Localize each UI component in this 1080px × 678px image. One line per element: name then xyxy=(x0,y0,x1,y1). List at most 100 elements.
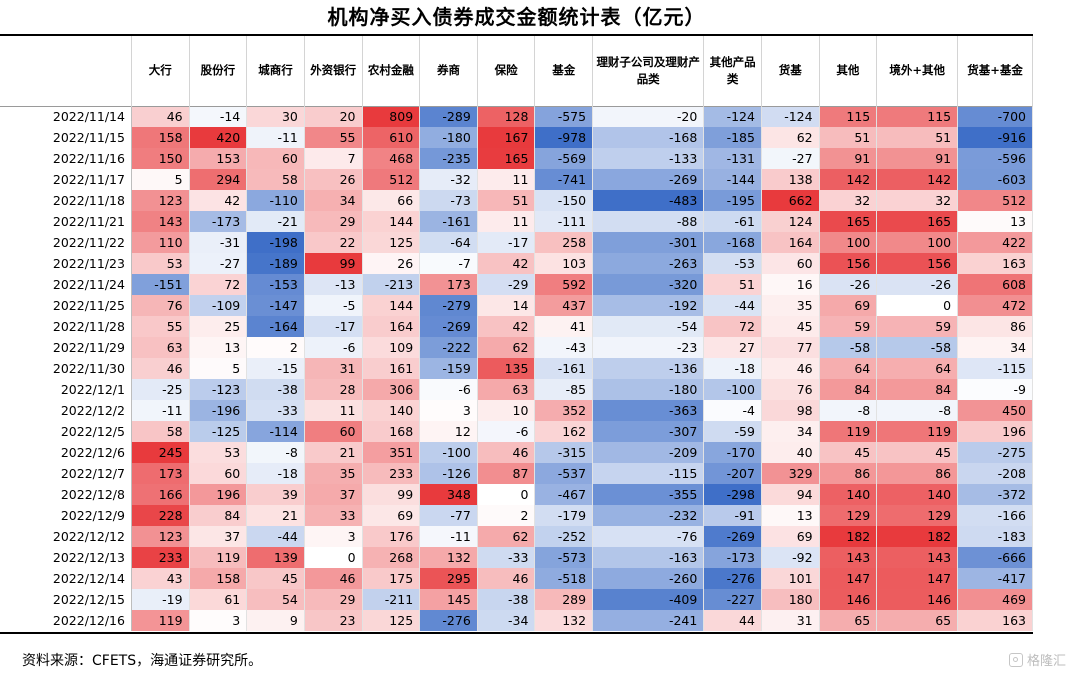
heat-cell: 175 xyxy=(362,568,421,589)
heat-cell: -164 xyxy=(246,316,305,337)
heat-cell: -32 xyxy=(419,169,478,190)
heat-cell: 422 xyxy=(957,232,1033,253)
heat-cell: 163 xyxy=(957,610,1033,631)
heat-cell: 608 xyxy=(957,274,1033,295)
heat-cell: 168 xyxy=(362,421,421,442)
row-date: 2022/11/17 xyxy=(0,169,132,190)
heat-cell: 66 xyxy=(362,190,421,211)
heat-cell: -209 xyxy=(592,442,705,463)
heat-cell: 164 xyxy=(362,316,421,337)
row-date: 2022/12/9 xyxy=(0,505,132,526)
watermark-text: 格隆汇 xyxy=(1026,654,1066,669)
heat-cell: 46 xyxy=(477,442,536,463)
row-date: 2022/11/14 xyxy=(0,105,132,127)
heat-cell: 166 xyxy=(131,484,190,505)
heat-cell: 228 xyxy=(131,505,190,526)
heat-cell: -33 xyxy=(246,400,305,421)
heat-cell: -666 xyxy=(957,547,1033,568)
heat-cell: 144 xyxy=(362,211,421,232)
heat-cell: -269 xyxy=(419,316,478,337)
heat-cell: 99 xyxy=(304,253,363,274)
heat-cell: -700 xyxy=(957,105,1033,127)
heat-cell: -372 xyxy=(957,484,1033,505)
heat-cell: -4 xyxy=(703,400,762,421)
heat-cell: 162 xyxy=(534,421,594,442)
heat-cell: -8 xyxy=(246,442,305,463)
heat-cell: 140 xyxy=(876,484,959,505)
heat-cell: 140 xyxy=(362,400,421,421)
heat-cell: 143 xyxy=(131,211,190,232)
heat-cell: -26 xyxy=(819,274,878,295)
heat-cell: -159 xyxy=(419,358,478,379)
heat-cell: 348 xyxy=(419,484,478,505)
heat-cell: 146 xyxy=(819,589,878,610)
heat-cell: -417 xyxy=(957,568,1033,589)
heat-cell: -54 xyxy=(592,316,705,337)
heat-cell: 142 xyxy=(819,169,878,190)
heat-cell: -163 xyxy=(592,547,705,568)
heat-cell: 46 xyxy=(304,568,363,589)
heat-cell: -73 xyxy=(419,190,478,211)
heat-cell: 31 xyxy=(304,358,363,379)
heat-cell: 0 xyxy=(304,547,363,568)
heat-cell: 44 xyxy=(703,610,762,631)
heat-cell: 63 xyxy=(477,379,536,400)
heat-cell: 110 xyxy=(131,232,190,253)
heat-cell: 58 xyxy=(246,169,305,190)
heat-cell: -189 xyxy=(246,253,305,274)
table-row: 2022/12/2 -11 -196 -33 11 140 3 10 352 -363 -4 98 -8… xyxy=(0,400,1033,421)
column-header: 股份行 xyxy=(189,36,248,106)
heat-cell: 69 xyxy=(362,505,421,526)
heat-cell: -114 xyxy=(246,421,305,442)
heat-cell: 125 xyxy=(362,232,421,253)
heat-cell: 21 xyxy=(304,442,363,463)
heat-cell: 173 xyxy=(419,274,478,295)
heat-cell: 87 xyxy=(477,463,536,484)
heat-cell: 26 xyxy=(304,169,363,190)
table-row: 2022/11/21 143 -173 -21 29 144 -161 11 -111 -88 -6… xyxy=(0,211,1033,232)
heat-cell: 62 xyxy=(477,337,536,358)
heat-cell: 9 xyxy=(246,610,305,631)
heat-cell: -276 xyxy=(703,568,762,589)
heat-cell: 5 xyxy=(131,169,190,190)
heat-cell: 11 xyxy=(477,169,536,190)
heat-cell: 11 xyxy=(304,400,363,421)
heat-cell: 45 xyxy=(876,442,959,463)
table-row: 2022/12/1 -25 -123 -38 28 306 -6 63 -85 -180 -100 7… xyxy=(0,379,1033,400)
table-row: 2022/12/13 233 119 139 0 268 132 -33 -573 -163 -17… xyxy=(0,547,1033,568)
heat-cell: 22 xyxy=(304,232,363,253)
heat-cell: 25 xyxy=(189,316,248,337)
table-row: 2022/11/25 76 -109 -147 -5 144 -279 14 437 -192 -4… xyxy=(0,295,1033,316)
heat-cell: -518 xyxy=(534,568,594,589)
heat-cell: 86 xyxy=(876,463,959,484)
heat-cell: 119 xyxy=(876,421,959,442)
heat-cell: 173 xyxy=(131,463,190,484)
table-row: 2022/11/14 46 -14 30 20 809 -289 128 -575 -20 -124… xyxy=(0,105,1033,127)
row-date: 2022/12/13 xyxy=(0,547,132,568)
heat-cell: 129 xyxy=(819,505,878,526)
heat-cell: 472 xyxy=(957,295,1033,316)
row-date: 2022/11/22 xyxy=(0,232,132,253)
heatmap-table: 大行 股份行 城商行 外资银行 农村金融 券商 保险 基金 理财子公司及理财产品类 其他产品类 货基… xyxy=(0,36,1033,631)
table-row: 2022/11/17 5 294 58 26 512 -32 11 -741 -269 -144 13… xyxy=(0,169,1033,190)
row-date: 2022/12/7 xyxy=(0,463,132,484)
column-header: 券商 xyxy=(419,36,478,106)
table-row: 2022/12/15 -19 61 54 29 -211 145 -38 289 -409 -227… xyxy=(0,589,1033,610)
heat-cell: -211 xyxy=(362,589,421,610)
heat-cell: 119 xyxy=(131,610,190,631)
heat-cell: 132 xyxy=(419,547,478,568)
heat-cell: 176 xyxy=(362,526,421,547)
heat-cell: 76 xyxy=(131,295,190,316)
heat-cell: 182 xyxy=(876,526,959,547)
heat-cell: -168 xyxy=(592,127,705,148)
heat-cell: 30 xyxy=(246,105,305,127)
heat-cell: -298 xyxy=(703,484,762,505)
heat-cell: 86 xyxy=(819,463,878,484)
heat-cell: 0 xyxy=(477,484,536,505)
heat-cell: -232 xyxy=(592,505,705,526)
heat-cell: 245 xyxy=(131,442,190,463)
heat-cell: -91 xyxy=(703,505,762,526)
heat-cell: -320 xyxy=(592,274,705,295)
heat-cell: 163 xyxy=(957,253,1033,274)
heat-cell: 10 xyxy=(477,400,536,421)
